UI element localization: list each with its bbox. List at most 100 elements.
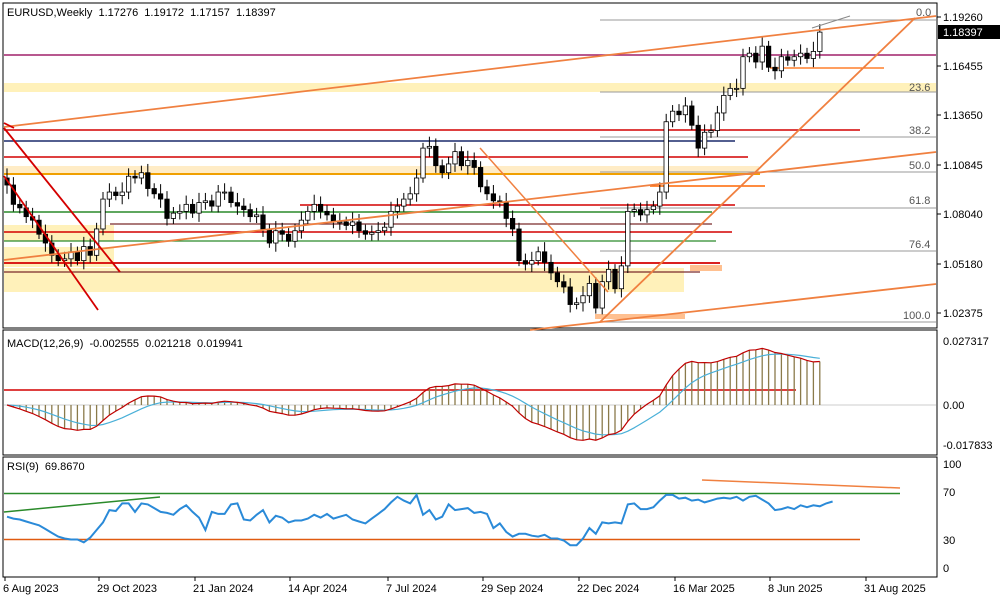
- candle-body: [753, 52, 759, 63]
- candle-body: [228, 191, 234, 204]
- date-tick-label: 29 Sep 2024: [481, 583, 543, 595]
- macd-tick-label: 0.027317: [943, 336, 989, 348]
- candle-body: [407, 193, 413, 200]
- candle-body: [465, 160, 471, 167]
- channel-trendline: [529, 283, 937, 331]
- candle-body: [702, 131, 708, 149]
- price-tick-label: 1.10845: [943, 160, 983, 172]
- price-tick-label: 1.05180: [943, 259, 983, 271]
- fib-label: 76.4: [909, 239, 930, 251]
- current-price-box: [938, 25, 1000, 39]
- candle-body: [10, 184, 16, 205]
- candle-body: [81, 246, 87, 262]
- candle-body: [484, 186, 490, 195]
- projection-line: [811, 15, 851, 29]
- fib-label: 50.0: [909, 160, 930, 172]
- candle-body: [305, 210, 311, 221]
- rsi-tick-label: 0: [943, 563, 949, 575]
- channel-trendline: [3, 151, 937, 261]
- candle-body: [221, 191, 228, 194]
- candle-body: [234, 202, 240, 207]
- macd-tick-label: -0.017833: [943, 440, 993, 452]
- candle-body: [477, 167, 484, 188]
- candle-body: [599, 281, 605, 309]
- candle-body: [721, 94, 727, 114]
- price-tick-label: 1.08040: [943, 209, 983, 221]
- candle-body: [266, 228, 273, 244]
- candle-body: [740, 56, 746, 89]
- candle-body: [791, 56, 797, 61]
- candle-body: [612, 268, 618, 290]
- candle-body: [317, 203, 324, 212]
- rsi-header: RSI(9) 69.8670: [7, 461, 85, 473]
- rsi-trendline: [3, 496, 161, 513]
- candle-body: [74, 251, 80, 261]
- candle-body: [606, 268, 612, 283]
- date-tick-label: 16 Mar 2025: [673, 583, 735, 595]
- macd-panel-frame: [2, 329, 938, 456]
- candle-body: [177, 210, 183, 214]
- candle-body: [253, 214, 260, 218]
- candle-body: [817, 31, 823, 52]
- candle-body: [625, 210, 631, 267]
- candle-body: [170, 212, 176, 219]
- candle-body: [682, 105, 689, 116]
- candle-body: [311, 203, 317, 212]
- support-zone: [4, 166, 759, 175]
- fib-label: 23.6: [909, 82, 930, 94]
- downtrend-line: [3, 127, 121, 273]
- downtrend-line: [3, 122, 15, 129]
- candle-body: [285, 233, 292, 242]
- candle-body: [631, 209, 637, 212]
- candle-body: [292, 230, 298, 242]
- candle-body: [778, 56, 785, 72]
- candle-body: [426, 145, 433, 149]
- date-tick-label: 29 Oct 2023: [97, 583, 157, 595]
- candle-body: [714, 112, 721, 131]
- candle-body: [542, 251, 548, 263]
- candle-body: [516, 228, 522, 262]
- uptrend-line: [599, 17, 916, 323]
- candle-body: [638, 209, 644, 216]
- candle-body: [759, 45, 765, 63]
- candle-body: [164, 198, 170, 219]
- date-tick-label: 7 Jul 2024: [386, 583, 437, 595]
- candle-body: [413, 177, 420, 195]
- candle-body: [503, 202, 509, 219]
- candle-body: [580, 295, 586, 304]
- candle-body: [273, 230, 279, 244]
- candle-body: [215, 191, 221, 207]
- candle-body: [356, 221, 362, 232]
- candle-body: [772, 66, 778, 72]
- fib-label: 100.0: [903, 310, 931, 322]
- candle-body: [567, 286, 573, 305]
- candle-body: [113, 191, 119, 196]
- rsi-line: [6, 492, 833, 547]
- candle-body: [798, 52, 804, 58]
- candle-body: [202, 200, 208, 203]
- candle-body: [561, 281, 567, 288]
- candle-body: [394, 205, 401, 212]
- candle-body: [106, 191, 112, 200]
- candle-body: [375, 230, 381, 233]
- current-price-label: 1.18397: [943, 27, 983, 39]
- date-tick-label: 21 Jan 2024: [193, 583, 254, 595]
- candle-body: [196, 202, 202, 214]
- swing-line: [479, 147, 609, 293]
- downtrend-line: [3, 175, 99, 311]
- candle-body: [349, 221, 356, 226]
- candle-body: [401, 198, 407, 207]
- candle-body: [445, 163, 452, 174]
- date-tick-label: 8 Jun 2025: [768, 583, 822, 595]
- candle-body: [650, 205, 657, 211]
- candle-body: [593, 283, 599, 309]
- candle-body: [766, 45, 772, 68]
- candle-body: [241, 205, 247, 211]
- candle-body: [785, 56, 791, 61]
- candle-body: [670, 110, 676, 123]
- candle-body: [746, 52, 753, 58]
- candle-body: [151, 188, 157, 195]
- rsi-tick-label: 70: [943, 487, 955, 499]
- candle-body: [247, 209, 253, 218]
- macd-signal-line: [6, 353, 820, 436]
